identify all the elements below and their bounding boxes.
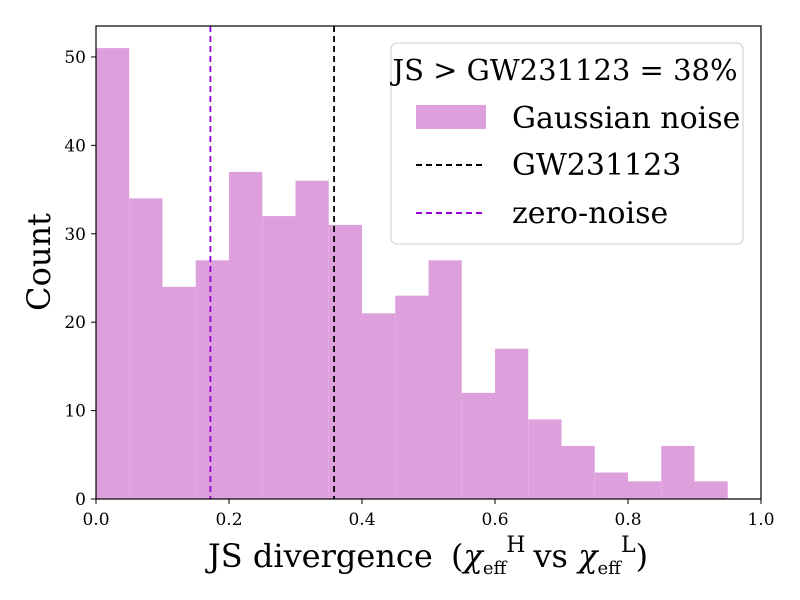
legend-title: JS > GW231123 = 38%: [389, 53, 737, 87]
histogram-bar: [428, 260, 462, 499]
histogram-bar: [295, 180, 329, 500]
plot-frame: [95, 25, 762, 500]
histogram-bar: [195, 260, 229, 499]
y-tick-label: 30: [64, 225, 86, 245]
histogram-bar: [528, 419, 562, 499]
legend-box: [390, 42, 744, 245]
y-tick-label: 40: [64, 136, 86, 156]
histogram-bar: [96, 48, 130, 499]
histogram-bar: [262, 216, 296, 499]
x-tick-label: 0.2: [215, 510, 242, 530]
legend-swatch-gaussian-noise: [416, 105, 486, 129]
legend-label-zero-noise: zero-noise: [512, 196, 668, 231]
y-tick-label: 0: [75, 490, 86, 510]
histogram-bar: [362, 313, 396, 499]
histogram-bars: [96, 48, 728, 500]
legend: JS > GW231123 = 38% Gaussian noise GW231…: [389, 42, 744, 245]
histogram-bar: [594, 472, 628, 499]
y-axis-title: Count: [20, 213, 58, 311]
histogram-bar: [628, 481, 662, 499]
histogram-bar: [229, 171, 263, 499]
histogram-bar: [162, 286, 196, 499]
histogram-bar: [561, 445, 595, 499]
legend-label-gw231123: GW231123: [512, 148, 681, 183]
x-tick-label: 0.8: [614, 510, 641, 530]
histogram-bar: [395, 295, 429, 499]
x-tick-label: 0.0: [82, 510, 109, 530]
x-axis-title-text: JS divergence: [205, 537, 433, 575]
histogram-bar: [694, 481, 728, 499]
histogram-bar: [129, 198, 163, 500]
x-axis-ticks: 0.0 0.2 0.4 0.6 0.8 1.0: [82, 499, 775, 530]
reference-lines: [209, 26, 335, 499]
histogram-bar: [461, 392, 495, 499]
y-tick-label: 50: [64, 48, 86, 68]
x-tick-label: 0.6: [481, 510, 508, 530]
x-tick-label: 0.4: [348, 510, 375, 530]
y-tick-label: 10: [64, 402, 86, 422]
x-tick-label: 1.0: [747, 510, 774, 530]
y-tick-label: 20: [64, 313, 86, 333]
y-axis-ticks: 0 10 20 30 40 50: [64, 48, 96, 510]
legend-label-gaussian-noise: Gaussian noise: [512, 101, 740, 136]
x-axis-title: JS divergence (χeffH vs χeffL): [205, 533, 648, 579]
histogram-bar: [661, 445, 695, 499]
histogram-bar: [495, 348, 529, 499]
